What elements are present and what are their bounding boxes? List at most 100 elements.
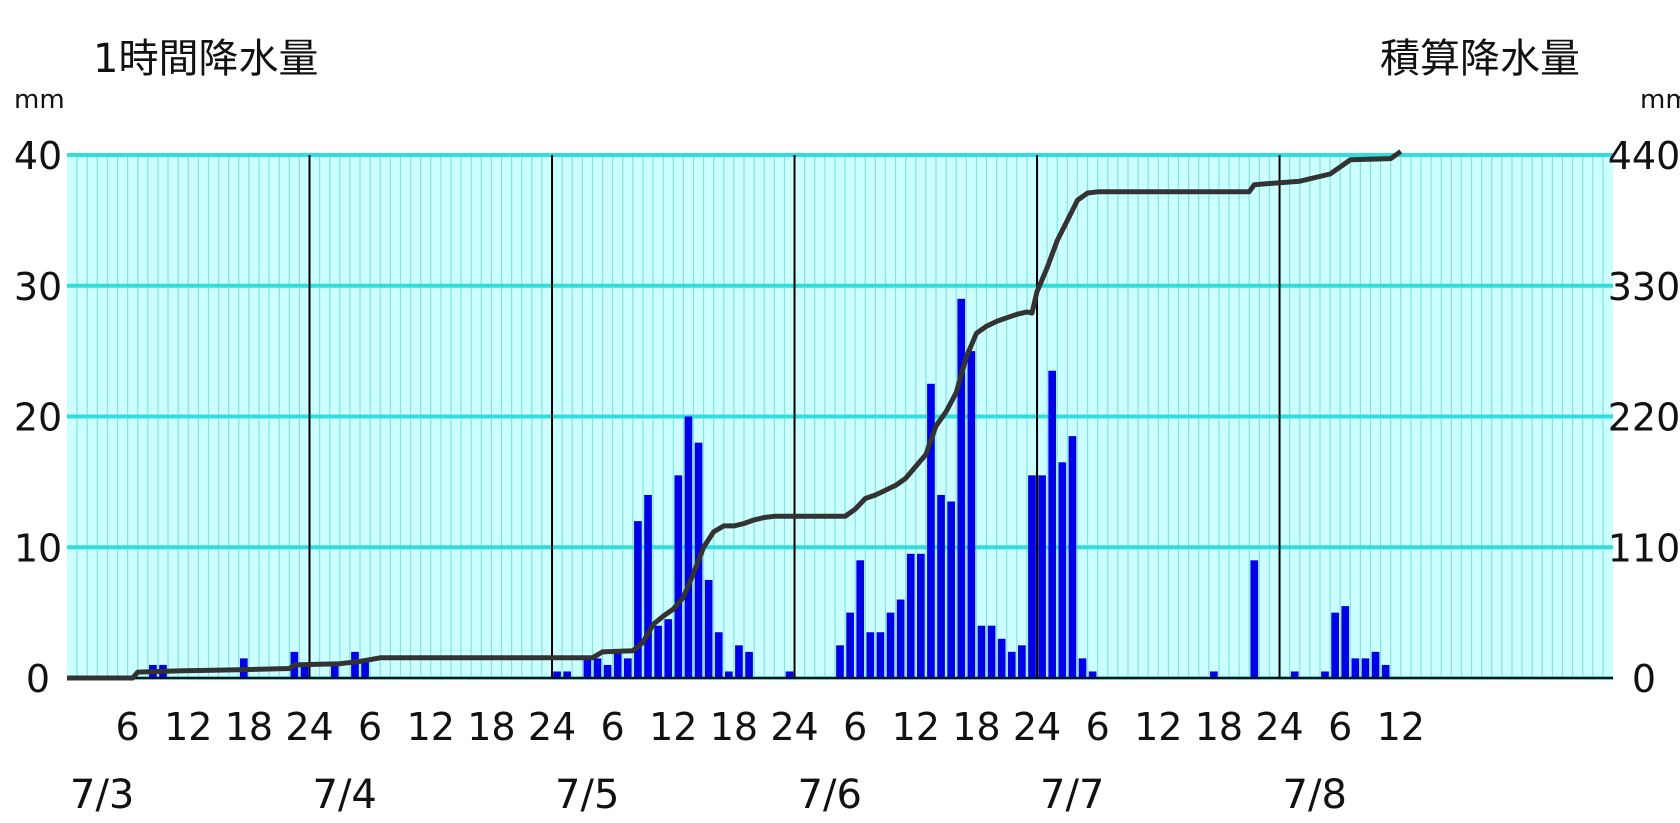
- right-y-tick-label: 330: [1608, 265, 1680, 309]
- hourly-precip-bar: [1007, 651, 1016, 678]
- right-y-tick-label: 110: [1608, 526, 1680, 570]
- hourly-precip-bar: [1341, 606, 1350, 678]
- hourly-precip-bar: [987, 625, 996, 678]
- hourly-precip-bar: [997, 638, 1006, 678]
- right-axis-unit: mm: [1640, 85, 1680, 115]
- hourly-precip-bar: [1351, 658, 1360, 678]
- x-hour-tick-label: 18: [710, 705, 758, 749]
- hourly-precip-bar: [1250, 560, 1259, 678]
- right-y-tick-label: 440: [1608, 134, 1680, 178]
- x-hour-tick-label: 12: [649, 705, 697, 749]
- hourly-precip-bar: [1058, 462, 1067, 678]
- x-hour-tick-label: 24: [528, 705, 576, 749]
- x-date-label: 7/4: [313, 772, 377, 818]
- hourly-precip-bar: [1331, 612, 1339, 678]
- x-date-label: 7/8: [1283, 772, 1347, 818]
- x-hour-tick-label: 12: [164, 705, 212, 749]
- hourly-precip-bar: [1321, 671, 1329, 678]
- hourly-precip-bar: [947, 501, 955, 678]
- x-hour-tick-label: 6: [358, 705, 382, 749]
- hourly-precip-bar: [906, 553, 915, 678]
- left-y-tick-label: 20: [14, 396, 62, 440]
- cumulative-precip-line: [67, 149, 1403, 681]
- hourly-precip-bar: [1078, 658, 1087, 678]
- x-hour-tick-label: 6: [843, 705, 867, 749]
- right-axis-title: 積算降水量: [1380, 36, 1580, 82]
- hourly-precip-bar: [563, 671, 572, 678]
- hourly-precip-bar: [1088, 671, 1097, 678]
- x-hour-tick-label: 12: [1134, 705, 1182, 749]
- hourly-precip-bar: [330, 664, 339, 678]
- hourly-precip-bar: [1018, 645, 1026, 678]
- hourly-precip-bar: [634, 521, 642, 678]
- hourly-precip-bar: [644, 494, 652, 678]
- hourly-precip-bar: [1381, 664, 1390, 678]
- hourly-precip-bar: [937, 494, 945, 678]
- hourly-precip-bar: [1048, 370, 1057, 678]
- hourly-precip-bar: [866, 632, 875, 678]
- x-date-label: 7/5: [555, 772, 619, 818]
- hourly-precip-bar: [351, 651, 359, 678]
- hourly-precip-bar: [1371, 651, 1380, 678]
- x-hour-tick-label: 18: [225, 705, 273, 749]
- hourly-precip-bar: [967, 351, 976, 678]
- x-hour-tick-label: 6: [601, 705, 625, 749]
- hourly-precip-bar: [361, 658, 369, 678]
- left-axis-title: 1時間降水量: [93, 36, 318, 82]
- hourly-precip-bar: [714, 632, 723, 678]
- x-hour-tick-label: 24: [285, 705, 333, 749]
- hourly-precip-bar: [927, 383, 935, 678]
- hourly-precip-bar: [654, 625, 662, 678]
- hourly-precip-bar: [977, 625, 986, 678]
- hourly-precip-bar: [704, 579, 713, 678]
- hourly-precip-bar: [684, 416, 693, 678]
- x-hour-tick-label: 6: [1328, 705, 1352, 749]
- hourly-precip-bar: [553, 671, 561, 678]
- hourly-precip-bar: [623, 658, 632, 678]
- hourly-precip-bar: [583, 658, 592, 678]
- x-hour-tick-label: 24: [1013, 705, 1061, 749]
- x-hour-tick-label: 24: [770, 705, 818, 749]
- x-hour-tick-label: 12: [1377, 705, 1425, 749]
- hourly-precip-bar: [1290, 671, 1299, 678]
- hourly-precip-bar: [916, 553, 925, 678]
- hourly-precip-bar: [725, 671, 733, 678]
- hourly-precip-bar: [300, 664, 309, 678]
- axis-labels: 0 10 20 30 40 0 110 220 330 440 6 12 18 24 6 12 18 24 6 12 1…: [14, 134, 1680, 818]
- right-y-tick-label: 0: [1632, 657, 1656, 701]
- hourly-precip-bar: [846, 612, 854, 678]
- hourly-precip-bar: [876, 632, 885, 678]
- hourly-precip-bar: [735, 645, 743, 678]
- hourly-precip-bar: [1038, 475, 1046, 678]
- x-date-label: 7/3: [70, 772, 134, 818]
- left-y-tick-label: 0: [26, 657, 50, 701]
- hourly-precip-bar: [836, 645, 844, 678]
- hourly-precip-bar: [613, 651, 622, 678]
- x-hour-tick-label: 12: [407, 705, 455, 749]
- x-hour-tick-label: 18: [952, 705, 1000, 749]
- hourly-precip-bar: [896, 599, 905, 678]
- hourly-precip-bar: [603, 664, 612, 678]
- x-hour-tick-label: 6: [1086, 705, 1110, 749]
- right-y-tick-label: 220: [1608, 396, 1680, 440]
- left-y-tick-label: 30: [14, 265, 62, 309]
- hourly-precip-bar: [886, 612, 895, 678]
- hourly-precip-bar: [1210, 671, 1218, 678]
- x-hour-tick-label: 12: [892, 705, 940, 749]
- left-y-tick-label: 10: [14, 526, 62, 570]
- hourly-precip-bar: [593, 658, 602, 678]
- hourly-precip-bar: [745, 651, 753, 678]
- hourly-precip-bar: [664, 619, 673, 678]
- hourly-precip-bar: [957, 298, 966, 678]
- hourly-precip-bar: [1068, 436, 1077, 678]
- hourly-precip-bar: [856, 560, 865, 678]
- x-date-label: 7/6: [798, 772, 862, 818]
- hourly-precip-bar: [674, 475, 683, 678]
- left-axis-unit: mm: [14, 85, 65, 115]
- hourly-precip-bar: [1028, 475, 1036, 678]
- hourly-precip-bar: [785, 671, 794, 678]
- plot-area: [67, 149, 1613, 681]
- hourly-precip-bar: [1361, 658, 1370, 678]
- x-date-label: 7/7: [1040, 772, 1104, 818]
- x-hour-tick-label: 6: [116, 705, 140, 749]
